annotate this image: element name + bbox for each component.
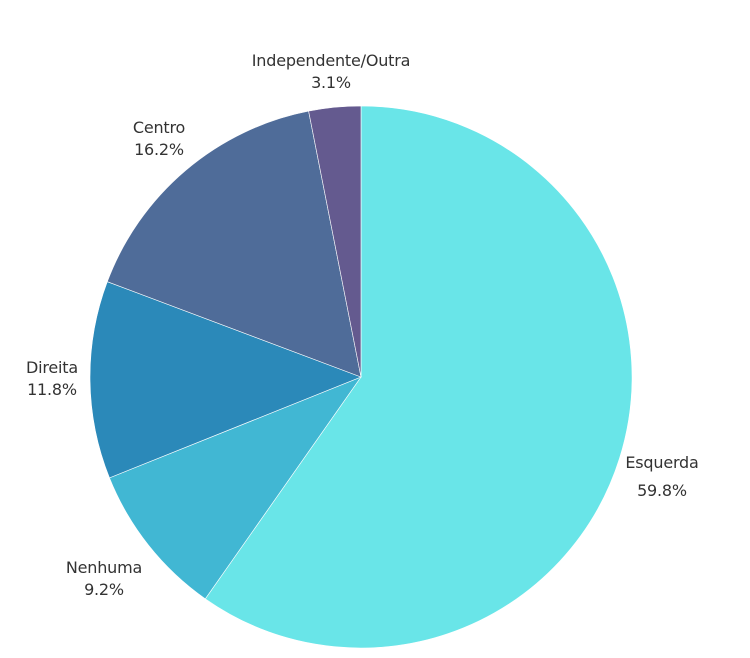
slice-label: Esquerda 59.8%: [625, 452, 698, 502]
slice-label-name: Independente/Outra: [251, 51, 411, 70]
slice-label-value: 9.2%: [84, 580, 124, 599]
pie-slice-independente-outra: [308, 105, 362, 378]
slice-label-value: 3.1%: [311, 73, 351, 92]
slice-label: Nenhuma 9.2%: [66, 557, 142, 601]
slice-label-name: Centro: [132, 118, 186, 137]
slice-label-value: 59.8%: [637, 481, 687, 500]
slice-label-value: 11.8%: [27, 380, 77, 399]
pie-slice-direita: [89, 281, 362, 479]
slice-label-name: Direita: [26, 358, 78, 377]
slice-label: Independente/Outra 3.1%: [251, 50, 411, 94]
pie-slice-esquerda: [204, 105, 633, 649]
slice-label-name: Esquerda: [625, 453, 699, 472]
slice-label: Centro 16.2%: [133, 117, 185, 161]
pie-slice-nenhuma: [109, 376, 362, 600]
slice-label-value: 16.2%: [134, 140, 184, 159]
slice-label: Direita 11.8%: [26, 357, 78, 401]
slice-label-name: Nenhuma: [65, 558, 143, 577]
pie-slice-centro: [106, 110, 362, 378]
